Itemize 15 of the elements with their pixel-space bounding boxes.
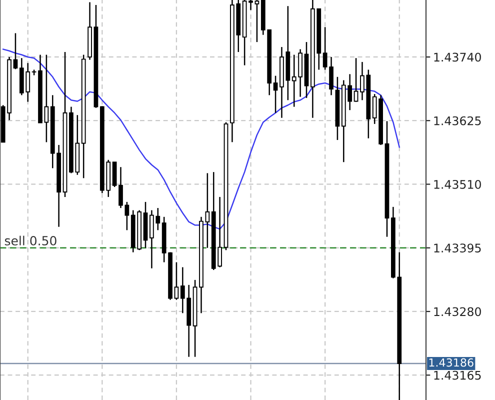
candlestick <box>44 54 49 143</box>
candlestick <box>112 161 117 188</box>
line-series <box>2 48 400 230</box>
y-tick-label: 1.43625 <box>434 116 481 126</box>
y-tick-label: 1.43280 <box>434 307 481 316</box>
candlestick <box>174 262 179 300</box>
candlestick <box>254 0 260 43</box>
ref-line-label: sell 0.50 <box>4 236 56 246</box>
y-tick-label: 1.43740 <box>434 52 481 62</box>
y-tick-label: 1.43165 <box>434 370 481 380</box>
y-tick-label: 1.43395 <box>434 244 481 253</box>
y-tick-label: 1.43510 <box>434 180 481 189</box>
ref-line-label: 1.43186 <box>429 358 474 367</box>
candlestick <box>13 32 18 70</box>
candlestick <box>273 75 278 114</box>
